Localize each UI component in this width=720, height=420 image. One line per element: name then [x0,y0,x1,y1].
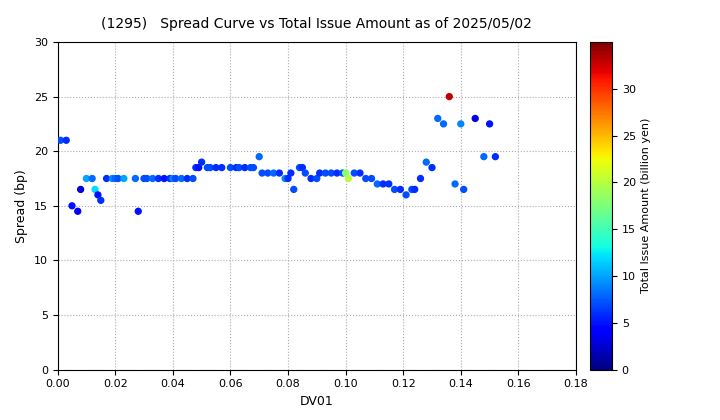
Point [239,164,251,171]
Point [81,175,92,182]
Point [190,164,202,171]
Point [305,175,317,182]
Point [320,170,331,176]
Point [366,175,377,182]
Point [389,186,400,193]
Point [400,192,412,198]
Point [432,115,444,122]
Point [478,153,490,160]
Point [438,121,449,127]
Point [297,164,308,171]
Point [170,175,181,182]
Point [147,175,158,182]
Point [274,170,285,176]
Point [112,175,124,182]
Point [193,164,204,171]
Point [225,164,236,171]
Point [233,164,245,171]
Point [55,137,66,144]
Point [158,175,170,182]
Point [288,186,300,193]
Point [89,186,101,193]
Point [415,175,426,182]
Point [262,170,274,176]
Point [109,175,121,182]
Point [377,181,389,187]
Point [202,164,213,171]
Point [268,170,279,176]
Point [141,175,153,182]
Point [444,93,455,100]
X-axis label: DV01: DV01 [300,395,333,408]
Point [210,164,222,171]
Point [153,175,164,182]
Point [95,197,107,204]
Point [248,164,259,171]
Point [66,202,78,209]
Point [325,170,337,176]
Point [130,175,141,182]
Point [107,175,118,182]
Text: (1295)   Spread Curve vs Total Issue Amount as of 2025/05/02: (1295) Spread Curve vs Total Issue Amoun… [102,17,532,31]
Point [285,170,297,176]
Point [101,175,112,182]
Point [360,175,372,182]
Point [138,175,150,182]
Point [132,208,144,215]
Point [314,170,325,176]
Point [490,153,501,160]
Point [409,186,420,193]
Point [72,208,84,215]
Point [118,175,130,182]
Point [279,175,291,182]
Point [406,186,418,193]
Point [395,186,406,193]
Point [216,164,228,171]
Y-axis label: Spread (bp): Spread (bp) [15,169,28,243]
Point [354,170,366,176]
Point [455,121,467,127]
Point [86,175,98,182]
Point [383,181,395,187]
Point [282,175,294,182]
Point [469,115,481,122]
Point [60,137,72,144]
Point [164,175,176,182]
Point [230,164,242,171]
Point [484,121,495,127]
Point [196,159,207,165]
Point [92,192,104,198]
Point [343,175,354,182]
Point [176,175,187,182]
Point [340,170,351,176]
Point [181,175,193,182]
Point [300,170,311,176]
Point [75,186,86,193]
Point [253,153,265,160]
Point [256,170,268,176]
Point [245,164,256,171]
Point [449,181,461,187]
Point [167,175,179,182]
Point [331,170,343,176]
Point [348,170,360,176]
Point [337,170,348,176]
Point [294,164,305,171]
Point [372,181,383,187]
Point [420,159,432,165]
Y-axis label: Total Issue Amount (billion yen): Total Issue Amount (billion yen) [642,118,652,294]
Point [187,175,199,182]
Point [311,175,323,182]
Point [426,164,438,171]
Point [204,164,216,171]
Point [458,186,469,193]
